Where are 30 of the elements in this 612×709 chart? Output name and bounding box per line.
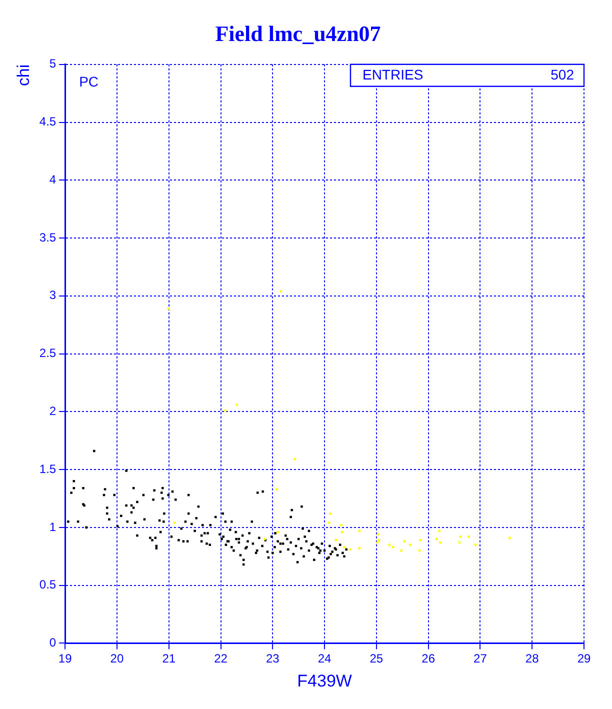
y-tick-label: 2.5 [39, 346, 56, 360]
annotation: 502 [550, 66, 574, 82]
x-axis-title: F439W [297, 671, 352, 690]
y-tick-label: 1 [49, 520, 56, 534]
x-tick-label: 21 [162, 652, 176, 666]
x-tick-label: 26 [422, 652, 436, 666]
y-tick-label: 3.5 [39, 230, 56, 244]
point [392, 546, 394, 548]
chart-title: Field lmc_u4zn07 [215, 20, 381, 46]
x-tick-label: 28 [525, 652, 540, 666]
y-tick-label: 4 [49, 172, 56, 186]
y-tick-label: 3 [49, 288, 56, 302]
x-tick-label: 20 [110, 652, 124, 666]
y-tick-label: 5 [49, 56, 56, 71]
x-tick-label: 22 [214, 652, 228, 666]
point [435, 538, 438, 540]
y-tick-label: 4.5 [39, 114, 56, 129]
x-tick-label: 25 [370, 652, 384, 666]
y-tick-label: 2 [49, 404, 56, 418]
x-tick-label: 23 [266, 652, 280, 666]
annotation: ENTRIES [362, 66, 424, 82]
x-tick-label: 24 [318, 652, 332, 666]
x-tick-label: 29 [577, 652, 591, 666]
x-tick-label: 19 [58, 652, 72, 666]
y-tick-label: 0 [49, 636, 56, 650]
y-tick-label: 1.5 [39, 462, 56, 476]
x-tick-label: 27 [474, 652, 488, 666]
y-axis-title: chi [14, 64, 33, 86]
y-tick-label: 0.5 [39, 578, 56, 592]
annotation: PC [79, 73, 99, 90]
